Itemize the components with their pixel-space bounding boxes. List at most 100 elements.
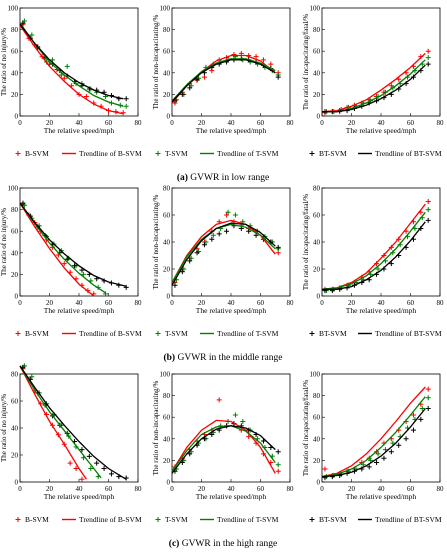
x-tick-label: 60 bbox=[407, 485, 415, 493]
x-tick-label: 0 bbox=[170, 485, 174, 493]
x-tick-label: 80 bbox=[287, 299, 295, 307]
data-point bbox=[29, 32, 35, 38]
data-point bbox=[120, 110, 126, 116]
y-tick-label: 80 bbox=[313, 185, 321, 193]
x-axis-label: The relative speed/mph bbox=[346, 492, 417, 501]
data-point bbox=[209, 236, 215, 242]
y-tick-label: 100 bbox=[8, 5, 19, 13]
plot-frame bbox=[19, 187, 139, 297]
y-tick-label: 60 bbox=[11, 228, 19, 236]
y-tick-label: 60 bbox=[313, 414, 321, 422]
x-axis-label: The relative speed/mph bbox=[44, 492, 115, 501]
legend-label: Trendline of T-SVM bbox=[217, 329, 279, 338]
y-tick-label: 100 bbox=[8, 185, 19, 193]
data-point bbox=[172, 282, 178, 288]
legend-marker bbox=[155, 331, 161, 336]
x-axis-label: The relative speed/mph bbox=[346, 306, 417, 315]
y-axis-label: The ratio of non-incapacitating/% bbox=[152, 195, 160, 290]
y-tick-label: 60 bbox=[163, 48, 171, 56]
plot-frame bbox=[19, 7, 139, 117]
legend-label: Trendline of T-SVM bbox=[217, 149, 279, 158]
trendline bbox=[19, 365, 87, 480]
legend-label: BT-SVM bbox=[319, 329, 347, 338]
y-axis-label: The ratio of no injury/% bbox=[0, 28, 8, 96]
figure-caption: (b) GVWR in the middle range bbox=[163, 352, 282, 363]
legend-label: T-SVM bbox=[165, 329, 188, 338]
data-point bbox=[366, 464, 372, 470]
legend-marker bbox=[309, 151, 315, 156]
y-tick-label: 40 bbox=[163, 239, 171, 247]
subplot: 0 20 40 60 80 0 20 40 60 80 100 The relative speed/… bbox=[152, 5, 294, 136]
data-point bbox=[425, 48, 431, 54]
y-tick-label: 100 bbox=[310, 5, 321, 13]
y-tick-label: 60 bbox=[163, 414, 171, 422]
data-point bbox=[275, 449, 281, 455]
data-point bbox=[187, 85, 193, 91]
data-point bbox=[410, 427, 416, 433]
trendline bbox=[321, 396, 426, 478]
y-tick-label: 80 bbox=[11, 26, 19, 34]
x-axis-label: The relative speed/mph bbox=[346, 126, 417, 135]
y-tick-label: 0 bbox=[15, 479, 19, 487]
legend-label: Trendline of B-SVM bbox=[79, 149, 142, 158]
y-tick-label: 40 bbox=[313, 435, 321, 443]
y-tick-label: 20 bbox=[11, 452, 19, 460]
data-point bbox=[268, 61, 274, 67]
trendline bbox=[171, 59, 276, 103]
data-point bbox=[425, 395, 431, 401]
data-point bbox=[275, 74, 281, 80]
y-tick-label: 100 bbox=[160, 5, 171, 13]
x-axis-label: The relative speed/mph bbox=[44, 306, 115, 315]
data-point bbox=[203, 239, 209, 245]
trendline bbox=[171, 58, 276, 102]
trendline bbox=[171, 425, 276, 474]
data-point bbox=[419, 406, 425, 412]
legend-marker bbox=[155, 151, 161, 156]
y-tick-label: 0 bbox=[15, 113, 19, 121]
data-point bbox=[225, 209, 231, 215]
y-tick-label: 80 bbox=[163, 26, 171, 34]
data-point bbox=[216, 397, 222, 403]
x-tick-label: 80 bbox=[437, 119, 445, 127]
data-point bbox=[260, 57, 266, 63]
y-tick-label: 40 bbox=[163, 69, 171, 77]
plot-frame bbox=[321, 187, 441, 297]
y-tick-label: 0 bbox=[317, 479, 321, 487]
data-point bbox=[64, 63, 70, 69]
y-tick-label: 0 bbox=[167, 293, 171, 301]
subplot: 0 20 40 60 80 0 20 40 60 80 100 The relative speed/… bbox=[152, 371, 294, 502]
x-tick-label: 40 bbox=[228, 299, 236, 307]
data-point bbox=[187, 258, 193, 264]
y-axis-label: The ratio of incapacitating/fatal/% bbox=[302, 14, 310, 110]
caption-text: GVWR in the high range bbox=[179, 539, 277, 549]
data-point bbox=[418, 416, 424, 422]
trendline bbox=[171, 223, 276, 283]
legend-label: T-SVM bbox=[165, 515, 188, 524]
legend-marker bbox=[309, 331, 315, 336]
trendline bbox=[322, 64, 426, 113]
data-point bbox=[61, 75, 67, 81]
data-point bbox=[360, 462, 366, 468]
data-point bbox=[232, 212, 238, 218]
y-tick-label: 20 bbox=[313, 91, 321, 99]
data-point bbox=[201, 74, 207, 80]
legend-label: Trendline of BT-SVM bbox=[375, 149, 442, 158]
y-tick-label: 0 bbox=[167, 113, 171, 121]
trendline bbox=[171, 222, 276, 286]
y-tick-label: 100 bbox=[310, 371, 321, 379]
x-tick-label: 60 bbox=[407, 299, 415, 307]
data-point bbox=[224, 228, 230, 234]
data-point bbox=[209, 431, 215, 437]
data-point bbox=[194, 250, 200, 256]
x-tick-label: 80 bbox=[135, 485, 143, 493]
data-point bbox=[108, 471, 114, 477]
data-point bbox=[201, 242, 207, 248]
y-tick-label: 20 bbox=[313, 457, 321, 465]
trendline bbox=[19, 202, 95, 297]
trendline bbox=[321, 52, 426, 113]
subplot: 0 20 40 60 80 0 20 40 60 80 100 The relative speed/… bbox=[0, 185, 142, 316]
x-tick-label: 40 bbox=[228, 119, 236, 127]
y-tick-label: 60 bbox=[163, 212, 171, 220]
